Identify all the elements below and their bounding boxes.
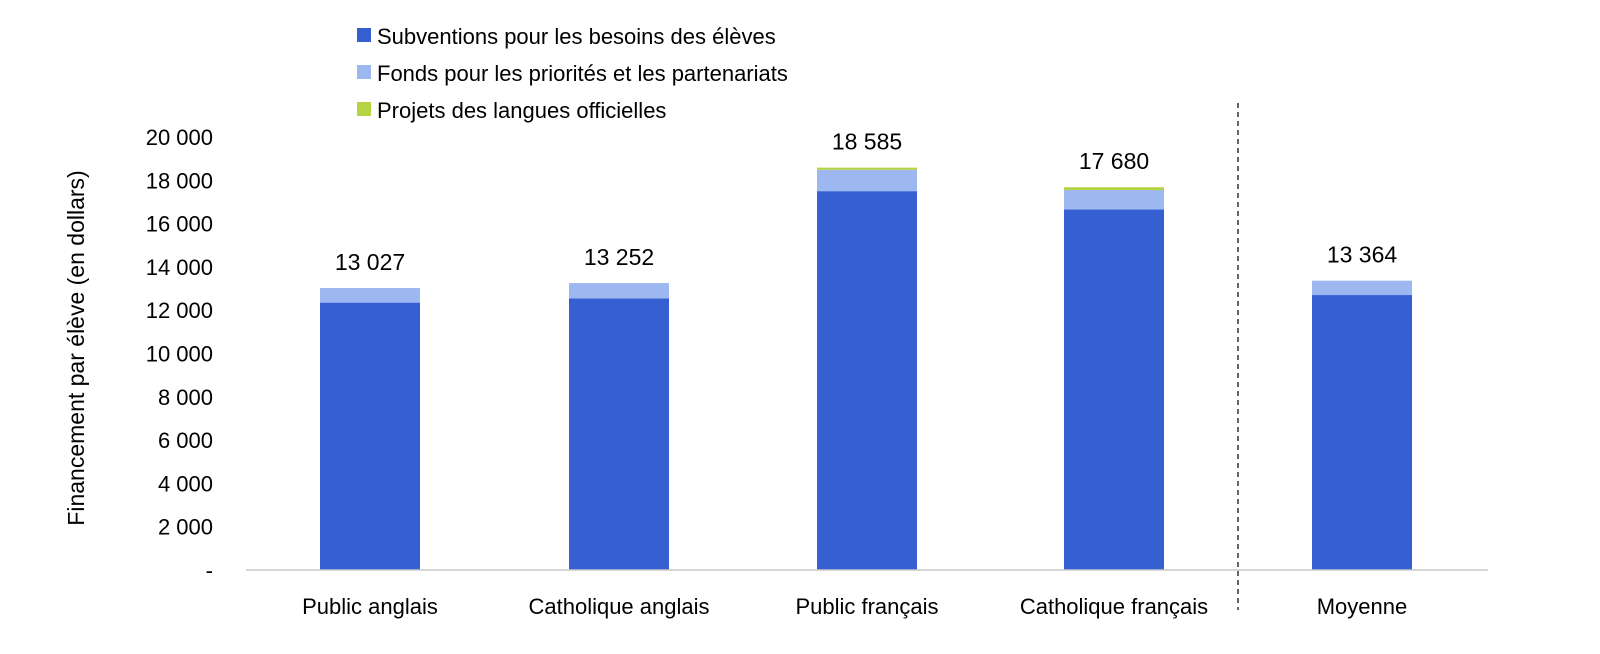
total-value-label: 13 027	[335, 249, 405, 275]
bar-segment-3	[1064, 187, 1164, 191]
y-tick-label: 12 000	[146, 298, 213, 323]
y-axis: - 2 000 4 000 6 000 8 000 10 000 12 000 14 000 1…	[146, 125, 213, 583]
y-tick-label: 10 000	[146, 342, 213, 367]
y-tick-label: 18 000	[146, 168, 213, 193]
y-tick-label: 6 000	[158, 428, 213, 453]
bar-segment-1	[569, 298, 669, 570]
total-labels: 13 027 13 252 18 585 17 680 13 364	[335, 129, 1398, 275]
bar-segment-1	[817, 191, 917, 570]
chart-legend: Subventions pour les besoins des élèves F…	[357, 24, 788, 123]
legend-swatch	[357, 65, 371, 79]
x-category-label: Public anglais	[302, 594, 438, 619]
legend-label: Subventions pour les besoins des élèves	[377, 24, 776, 49]
x-category-label: Catholique anglais	[528, 594, 709, 619]
bar-segment-2	[1312, 280, 1412, 296]
y-tick-label: 20 000	[146, 125, 213, 150]
legend-swatch	[357, 28, 371, 42]
bar-segment-1	[1064, 209, 1164, 570]
x-axis: Public anglais Catholique anglais Public f…	[246, 103, 1488, 619]
bar-segment-1	[1312, 295, 1412, 570]
y-tick-label: 4 000	[158, 471, 213, 496]
total-value-label: 17 680	[1079, 148, 1149, 174]
total-value-label: 18 585	[832, 129, 902, 155]
x-category-label: Catholique français	[1020, 594, 1208, 619]
bar-segment-2	[1064, 190, 1164, 210]
legend-label: Fonds pour les priorités et les partenar…	[377, 61, 788, 86]
bar-segment-1	[320, 302, 420, 570]
total-value-label: 13 364	[1327, 242, 1398, 268]
legend-label: Projets des langues officielles	[377, 98, 666, 123]
y-tick-label: -	[206, 558, 213, 583]
bars-group	[320, 167, 1412, 570]
y-tick-label: 16 000	[146, 212, 213, 237]
total-value-label: 13 252	[584, 244, 654, 270]
x-category-label: Public français	[795, 594, 938, 619]
y-tick-label: 8 000	[158, 385, 213, 410]
y-axis-title: Financement par élève (en dollars)	[63, 170, 89, 525]
bar-segment-2	[320, 287, 420, 303]
x-category-label: Moyenne	[1317, 594, 1408, 619]
y-tick-label: 2 000	[158, 515, 213, 540]
y-tick-label: 14 000	[146, 255, 213, 280]
legend-swatch	[357, 102, 371, 116]
bar-segment-2	[569, 283, 669, 299]
bar-segment-3	[817, 167, 917, 170]
bar-segment-2	[817, 169, 917, 192]
